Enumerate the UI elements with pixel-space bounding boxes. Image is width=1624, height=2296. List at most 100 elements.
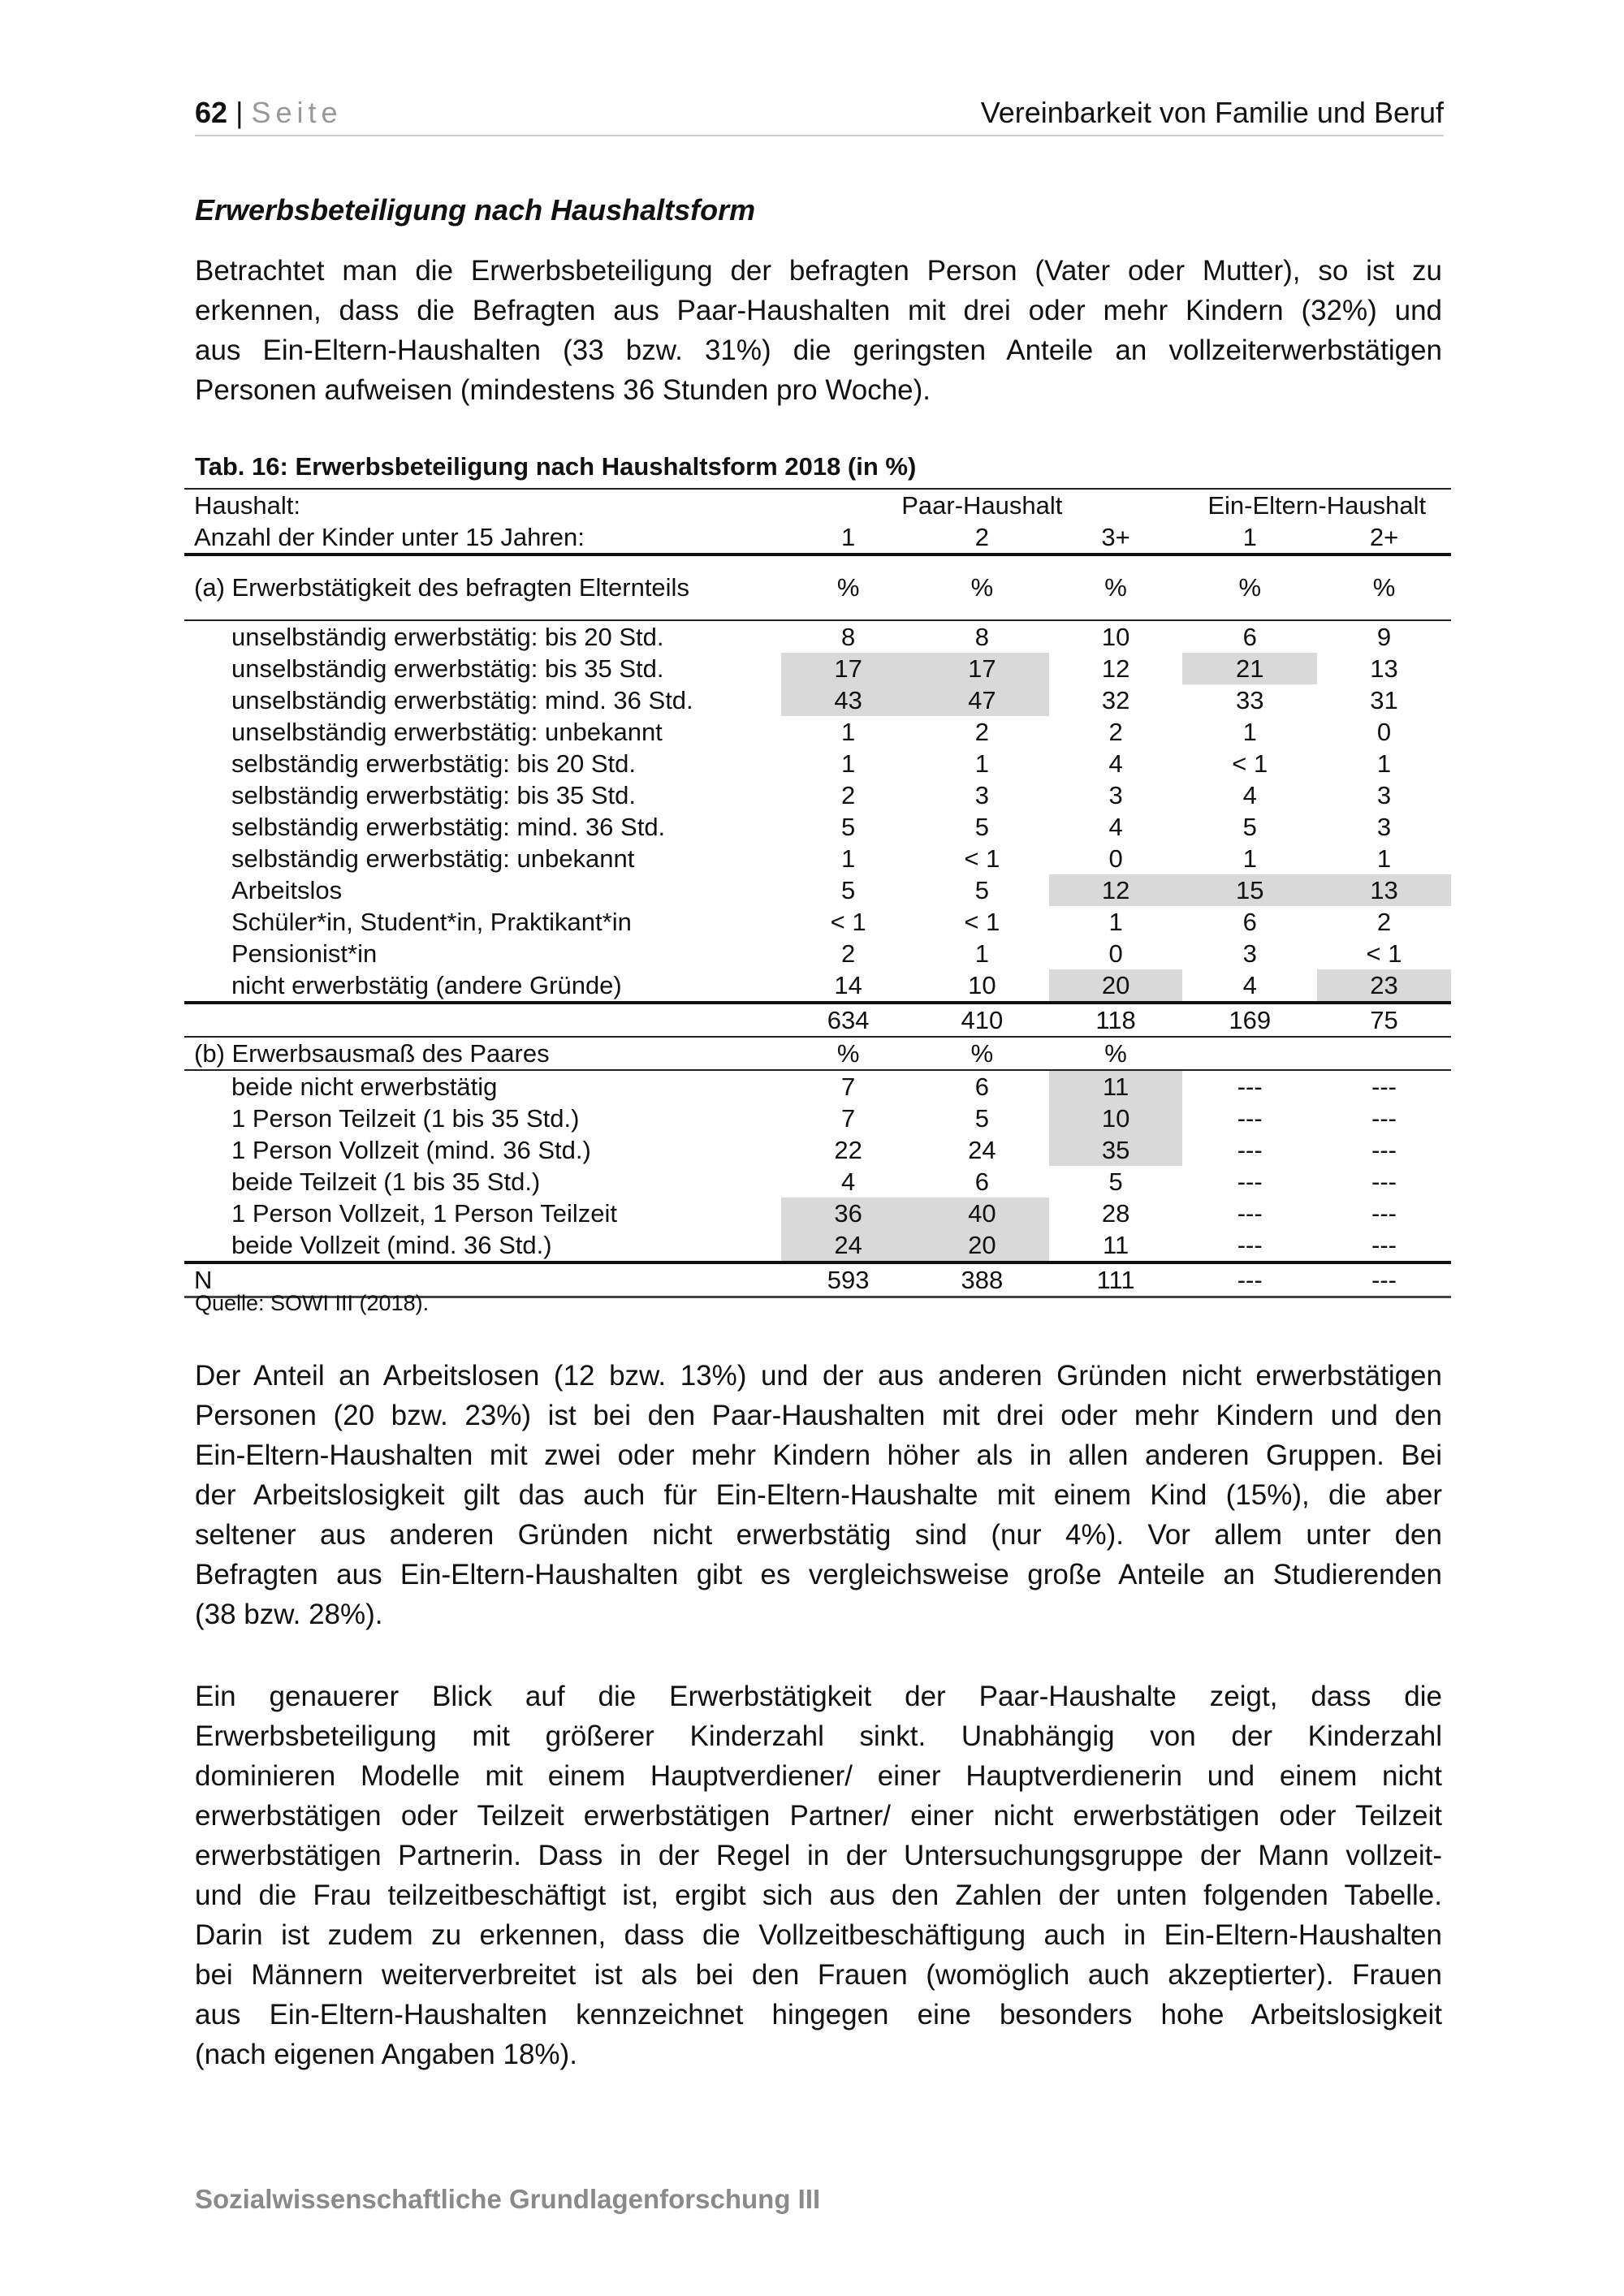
table-cell: 2 — [974, 717, 989, 746]
paragraph-1: Betrachtet man die Erwerbsbeteiligung de… — [195, 251, 1442, 410]
table-cell: 111 — [1048, 1261, 1183, 1298]
table-cell: 10 — [1048, 1103, 1183, 1134]
table-cell: 0 — [1108, 939, 1123, 968]
group-ein-eltern-haushalt: Ein-Eltern-Haushalt — [1182, 488, 1451, 521]
table-cell: 28 — [1101, 1198, 1130, 1228]
table-cell: --- — [1237, 1135, 1263, 1164]
table-cell: --- — [1371, 1230, 1397, 1259]
page-header: 62 | Seite Vereinbarkeit von Familie und… — [195, 96, 1444, 136]
text-line: (nach eigenen Angaben 18%). — [195, 2039, 577, 2070]
table-cell: 1 — [1376, 749, 1392, 778]
table-cell: 3 — [1108, 780, 1123, 809]
column-header: 2 — [974, 522, 989, 551]
table-cell: 3 — [1242, 939, 1257, 968]
table-row: beide Teilzeit (1 bis 35 Std.) 4 6 5 --- --- — [184, 1166, 1451, 1198]
table-cell: 75 — [1317, 1001, 1451, 1037]
table-cell: % — [915, 1036, 1049, 1070]
table-cell: --- — [1371, 1103, 1397, 1133]
row-label: beide Vollzeit (mind. 36 Std.) — [231, 1230, 552, 1259]
table-cell: 1 — [1242, 844, 1257, 873]
table-cell: < 1 — [1232, 749, 1268, 778]
table-cell: 11 — [1103, 1230, 1129, 1259]
table-cell: 1 — [1242, 717, 1257, 746]
table-cell: 22 — [834, 1135, 862, 1164]
table-cell: --- — [1317, 1069, 1451, 1103]
table-cell: --- — [1237, 1103, 1263, 1133]
table-cell: 4 — [840, 1167, 856, 1196]
text-line: Betrachtet man die Erwerbsbeteiligung de… — [195, 255, 1442, 287]
table-cell: 33 — [1235, 685, 1264, 714]
table-row: unselbständig erwerbstätig: mind. 36 Std… — [184, 684, 1451, 716]
table-cell: % — [781, 553, 915, 620]
text-line: Ein-Eltern-Haushalten mit zwei oder mehr… — [195, 1439, 1442, 1471]
n-row: N 593 388 111 --- --- — [184, 1261, 1451, 1298]
text-line: Personen aufweisen (mindestens 36 Stunde… — [195, 374, 931, 406]
paragraph-2: Der Anteil an Arbeitslosen (12 bzw. 13%)… — [195, 1356, 1442, 1634]
table-cell: 5 — [840, 812, 856, 841]
text-line: (38 bzw. 28%). — [195, 1599, 383, 1630]
text-line: Ein genauerer Blick auf die Erwerbstätig… — [195, 1681, 1442, 1712]
table-cell: 3 — [1376, 780, 1392, 809]
table-cell: < 1 — [1366, 939, 1402, 968]
table-cell: 593 — [781, 1261, 915, 1298]
text-line: aus Ein-Eltern-Haushalten (33 bzw. 31%) … — [195, 334, 1442, 366]
table-cell: 6 — [1182, 619, 1318, 653]
table-row: 1 Person Vollzeit (mind. 36 Std.) 22 24 35 -… — [184, 1134, 1451, 1166]
text-line: der Arbeitslosigkeit gilt das auch für E… — [195, 1479, 1442, 1511]
table-cell: 118 — [1048, 1001, 1183, 1037]
table-cell: 43 — [781, 684, 915, 716]
table-cell: 14 — [834, 970, 862, 999]
table-row: selbständig erwerbstätig: bis 35 Std. 2 3 3… — [184, 779, 1451, 811]
table-source: Quelle: SOWI III (2018). — [195, 1291, 430, 1315]
table-cell: --- — [1237, 1230, 1263, 1259]
section-b-header-row: (b) Erwerbsausmaß des Paares%%% — [184, 1036, 1451, 1070]
table-cell: --- — [1371, 1167, 1397, 1196]
row-label: unselbständig erwerbstätig: bis 20 Std. — [184, 619, 782, 653]
totals-row: 634 410 118 169 75 — [184, 1001, 1451, 1037]
table-cell: < 1 — [830, 907, 866, 936]
table-cell: 24 — [781, 1229, 915, 1262]
table-row: selbständig erwerbstätig: bis 20 Std. 1 1 4… — [184, 748, 1451, 779]
table-cell: 8 — [915, 619, 1049, 653]
table-cell: 4 — [1242, 780, 1257, 809]
page-footer: Sozialwissenschaftliche Grundlagenforsch… — [195, 2184, 821, 2214]
row-label: beide nicht erwerbstätig — [184, 1069, 782, 1103]
table-cell: 2 — [1108, 717, 1123, 746]
table-cell: 20 — [915, 1229, 1049, 1262]
table-cell: % — [781, 1036, 915, 1070]
table-cell: 5 — [974, 875, 989, 904]
row-label: selbständig erwerbstätig: unbekannt — [231, 844, 635, 873]
table-cell: 47 — [915, 684, 1049, 716]
table-cell: 634 — [781, 1001, 915, 1037]
text-line: erwerbstätigen Partnerin. Dass in der Re… — [195, 1840, 1442, 1871]
row-label: selbständig erwerbstätig: bis 35 Std. — [231, 780, 636, 809]
table-cell: 10 — [1048, 619, 1183, 653]
table-cell: 12 — [1048, 874, 1183, 906]
table-cell: 12 — [1101, 654, 1130, 683]
table-cell: --- — [1237, 1167, 1263, 1196]
text-line: erkennen, dass die Befragten aus Paar-Ha… — [195, 295, 1442, 326]
page-word: Seite — [251, 96, 343, 129]
table-row: selbständig erwerbstätig: mind. 36 Std. 5… — [184, 811, 1451, 843]
table-cell: 169 — [1182, 1001, 1318, 1037]
n-label: N — [184, 1261, 782, 1298]
table-cell: % — [1048, 1036, 1183, 1070]
text-line: seltener aus anderen Gründen nicht erwer… — [195, 1519, 1442, 1551]
table-cell: 0 — [1108, 844, 1123, 873]
table-cell: < 1 — [964, 907, 1000, 936]
table-cell: 15 — [1182, 874, 1318, 906]
table-cell: --- — [1371, 1135, 1397, 1164]
table-cell: 2 — [840, 780, 856, 809]
table-row: 1 Person Teilzeit (1 bis 35 Std.) 7 5 10 ---… — [184, 1103, 1451, 1134]
table-cell: 1 — [840, 749, 856, 778]
table-cell: 3 — [1376, 812, 1392, 841]
table-cell: 5 — [840, 875, 856, 904]
header-row-haushalt: Haushalt: Paar-Haushalt Ein-Eltern-Haush… — [184, 488, 1451, 521]
table-cell: 31 — [1370, 685, 1398, 714]
table-cell: 1 — [974, 939, 989, 968]
table-row: beide Vollzeit (mind. 36 Std.) 24 20 11 --- -… — [184, 1229, 1451, 1262]
paragraph-3: Ein genauerer Blick auf die Erwerbstätig… — [195, 1677, 1442, 2074]
row-label: Pensionist*in — [231, 939, 378, 968]
table-cell: 6 — [915, 1069, 1049, 1103]
text-line: Der Anteil an Arbeitslosen (12 bzw. 13%)… — [195, 1360, 1442, 1392]
